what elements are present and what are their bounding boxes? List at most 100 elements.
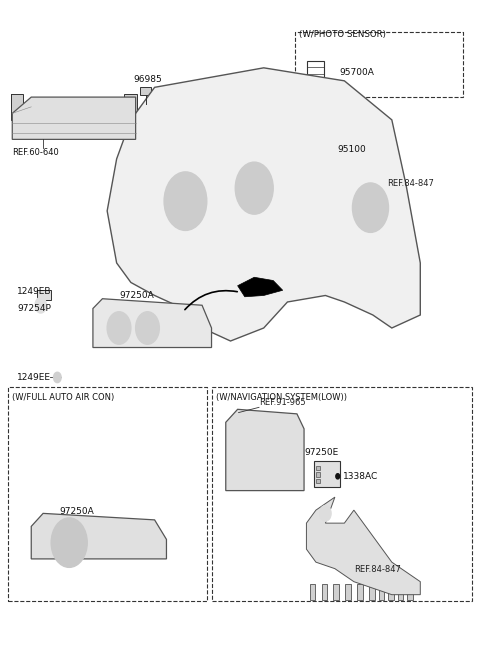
FancyBboxPatch shape bbox=[125, 544, 132, 552]
Polygon shape bbox=[93, 298, 212, 348]
FancyBboxPatch shape bbox=[357, 584, 363, 600]
Text: REF.91-965: REF.91-965 bbox=[259, 398, 306, 407]
Text: 97250E: 97250E bbox=[304, 449, 338, 457]
FancyBboxPatch shape bbox=[287, 469, 293, 476]
FancyBboxPatch shape bbox=[115, 544, 122, 552]
FancyBboxPatch shape bbox=[115, 536, 122, 544]
Text: REF.84-847: REF.84-847 bbox=[354, 565, 401, 575]
Circle shape bbox=[336, 474, 340, 479]
FancyBboxPatch shape bbox=[170, 321, 176, 333]
FancyBboxPatch shape bbox=[388, 584, 394, 600]
FancyBboxPatch shape bbox=[144, 536, 150, 544]
Text: 96985: 96985 bbox=[133, 75, 162, 84]
FancyBboxPatch shape bbox=[160, 550, 167, 557]
Text: REF.60-640: REF.60-640 bbox=[12, 148, 59, 157]
FancyBboxPatch shape bbox=[369, 584, 375, 600]
Text: 95100: 95100 bbox=[337, 144, 366, 154]
FancyBboxPatch shape bbox=[230, 217, 278, 263]
FancyBboxPatch shape bbox=[322, 584, 327, 600]
Text: 97254P: 97254P bbox=[17, 304, 51, 313]
Circle shape bbox=[35, 297, 47, 313]
FancyBboxPatch shape bbox=[252, 478, 259, 484]
FancyBboxPatch shape bbox=[134, 544, 141, 552]
Text: 97250A: 97250A bbox=[119, 291, 154, 300]
Text: 1249EE: 1249EE bbox=[17, 373, 51, 382]
FancyBboxPatch shape bbox=[334, 584, 339, 600]
Circle shape bbox=[136, 312, 159, 344]
FancyBboxPatch shape bbox=[140, 87, 151, 95]
Circle shape bbox=[51, 518, 87, 567]
FancyBboxPatch shape bbox=[144, 544, 150, 552]
Text: 97250A: 97250A bbox=[60, 507, 95, 516]
Circle shape bbox=[352, 183, 388, 232]
FancyBboxPatch shape bbox=[184, 321, 190, 333]
FancyBboxPatch shape bbox=[144, 520, 150, 527]
FancyBboxPatch shape bbox=[124, 94, 137, 120]
FancyBboxPatch shape bbox=[313, 461, 340, 487]
Circle shape bbox=[54, 372, 61, 382]
FancyBboxPatch shape bbox=[233, 422, 290, 464]
FancyBboxPatch shape bbox=[106, 528, 112, 536]
FancyBboxPatch shape bbox=[316, 466, 320, 470]
Polygon shape bbox=[12, 97, 136, 139]
FancyBboxPatch shape bbox=[96, 528, 103, 536]
FancyBboxPatch shape bbox=[316, 479, 320, 483]
FancyBboxPatch shape bbox=[96, 544, 103, 552]
FancyBboxPatch shape bbox=[295, 469, 301, 476]
Text: (W/PHOTO SENSOR): (W/PHOTO SENSOR) bbox=[300, 30, 386, 39]
FancyBboxPatch shape bbox=[12, 94, 23, 120]
FancyBboxPatch shape bbox=[96, 520, 103, 527]
FancyBboxPatch shape bbox=[134, 520, 141, 527]
Text: 95700A: 95700A bbox=[340, 68, 374, 77]
FancyBboxPatch shape bbox=[295, 478, 301, 484]
FancyBboxPatch shape bbox=[269, 478, 276, 484]
FancyBboxPatch shape bbox=[106, 550, 112, 557]
Polygon shape bbox=[31, 514, 167, 559]
FancyBboxPatch shape bbox=[134, 550, 140, 557]
FancyBboxPatch shape bbox=[287, 478, 293, 484]
Polygon shape bbox=[306, 497, 420, 595]
FancyBboxPatch shape bbox=[37, 290, 51, 300]
FancyBboxPatch shape bbox=[407, 584, 413, 600]
FancyBboxPatch shape bbox=[144, 528, 150, 536]
FancyBboxPatch shape bbox=[125, 520, 132, 527]
FancyBboxPatch shape bbox=[397, 584, 403, 600]
FancyBboxPatch shape bbox=[269, 469, 276, 476]
FancyBboxPatch shape bbox=[244, 478, 251, 484]
Text: (W/NAVIGATION SYSTEM(LOW)): (W/NAVIGATION SYSTEM(LOW)) bbox=[216, 393, 347, 402]
Circle shape bbox=[164, 172, 207, 230]
Polygon shape bbox=[226, 409, 304, 491]
Polygon shape bbox=[238, 277, 283, 297]
Text: 1338AC: 1338AC bbox=[343, 472, 379, 481]
FancyBboxPatch shape bbox=[235, 478, 242, 484]
FancyBboxPatch shape bbox=[96, 536, 103, 544]
FancyBboxPatch shape bbox=[120, 550, 126, 557]
Text: 1249EB: 1249EB bbox=[17, 287, 51, 296]
FancyBboxPatch shape bbox=[148, 550, 155, 557]
FancyBboxPatch shape bbox=[125, 536, 132, 544]
FancyBboxPatch shape bbox=[297, 192, 363, 250]
Circle shape bbox=[235, 162, 273, 214]
FancyBboxPatch shape bbox=[115, 528, 122, 536]
FancyBboxPatch shape bbox=[178, 321, 183, 333]
FancyBboxPatch shape bbox=[125, 528, 132, 536]
FancyBboxPatch shape bbox=[278, 469, 285, 476]
Circle shape bbox=[320, 506, 331, 521]
FancyBboxPatch shape bbox=[316, 472, 320, 477]
FancyBboxPatch shape bbox=[345, 584, 351, 600]
FancyBboxPatch shape bbox=[192, 321, 197, 333]
FancyBboxPatch shape bbox=[379, 584, 384, 600]
Text: REF.84-847: REF.84-847 bbox=[387, 179, 434, 188]
FancyBboxPatch shape bbox=[244, 469, 251, 476]
FancyBboxPatch shape bbox=[115, 520, 122, 527]
Polygon shape bbox=[107, 68, 420, 341]
FancyBboxPatch shape bbox=[261, 469, 267, 476]
FancyBboxPatch shape bbox=[310, 584, 315, 600]
FancyBboxPatch shape bbox=[199, 321, 204, 333]
FancyBboxPatch shape bbox=[106, 536, 112, 544]
FancyBboxPatch shape bbox=[235, 469, 242, 476]
FancyBboxPatch shape bbox=[134, 536, 141, 544]
FancyBboxPatch shape bbox=[252, 469, 259, 476]
Circle shape bbox=[107, 312, 131, 344]
FancyBboxPatch shape bbox=[106, 544, 112, 552]
